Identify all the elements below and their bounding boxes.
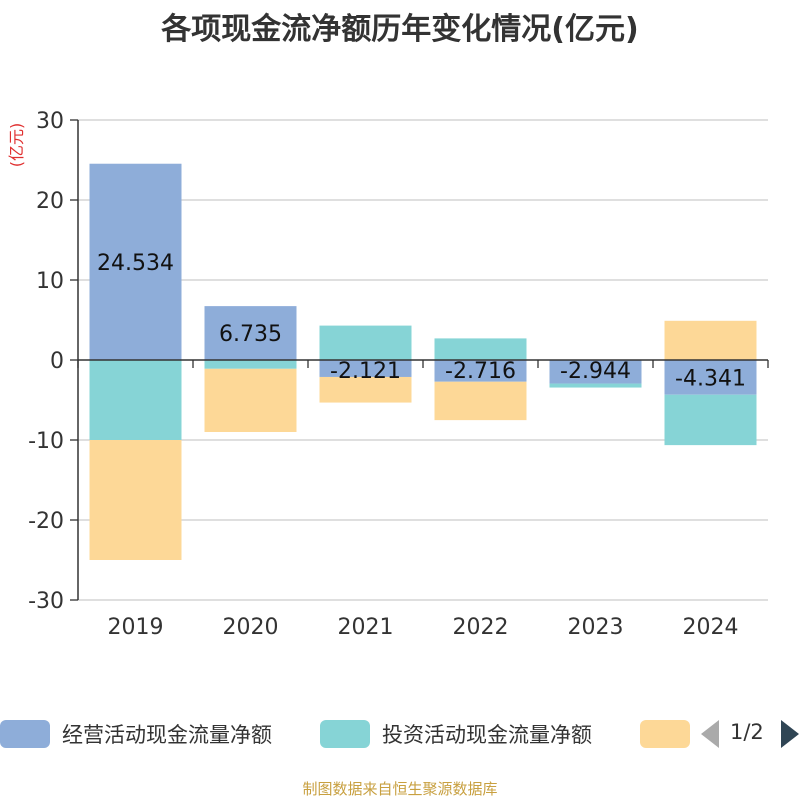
x-tick-label: 2024: [683, 615, 739, 640]
bar-operating-2022: [434, 360, 527, 382]
bar-investing-2022: [434, 338, 527, 360]
data-source-note: 制图数据来自恒生聚源数据库: [302, 780, 498, 798]
data-label: -2.716: [445, 359, 516, 384]
legend-label-operating: 经营活动现金流量净额: [62, 723, 272, 747]
x-tick-label: 2020: [223, 615, 279, 640]
x-tick-label: 2022: [453, 615, 509, 640]
bar-operating-2023: [549, 360, 642, 384]
legend-item-investing[interactable]: 投资活动现金流量净额: [320, 716, 592, 752]
legend-next-page-icon[interactable]: [781, 720, 799, 748]
data-label: -2.944: [560, 359, 631, 384]
bar-financing-2024: [664, 320, 757, 360]
bar-financing-2022: [434, 381, 527, 421]
bar-operating-2024: [664, 360, 757, 395]
y-tick-label: 20: [36, 189, 64, 214]
x-tick-label: 2023: [568, 615, 624, 640]
bar-operating-2021: [319, 360, 412, 377]
bar-investing-2024: [664, 394, 757, 446]
legend-prev-page-icon[interactable]: [701, 720, 719, 748]
x-tick-label: 2019: [108, 615, 164, 640]
legend-label-investing: 投资活动现金流量净额: [382, 723, 592, 747]
legend-swatch-financing: [640, 720, 690, 748]
legend: 经营活动现金流量净额 投资活动现金流量净额 1/2: [0, 716, 800, 752]
y-tick-label: 10: [36, 269, 64, 294]
y-tick-label: 0: [50, 349, 64, 374]
y-tick-label: -30: [28, 589, 64, 614]
bar-investing-2020: [204, 360, 297, 369]
x-tick-label: 2021: [338, 615, 394, 640]
data-label: -4.341: [675, 366, 746, 391]
bar-investing-2021: [319, 325, 412, 360]
legend-item-operating[interactable]: 经营活动现金流量净额: [0, 716, 272, 752]
bar-financing-2021: [319, 376, 412, 403]
bar-investing-2023: [549, 383, 642, 388]
bar-investing-2019: [89, 360, 182, 440]
y-tick-label: 30: [36, 109, 64, 134]
data-label: -2.121: [330, 359, 401, 384]
y-axis-unit-label: (亿元): [7, 123, 26, 168]
y-tick-label: -20: [28, 509, 64, 534]
bar-financing-2019: [89, 440, 182, 560]
y-tick-label: -10: [28, 429, 64, 454]
chart-plot: 30 20 10 0 -10 -20 -30 (亿元) 2019 2020 2021 2022 2023…: [7, 109, 769, 640]
data-label: 6.735: [219, 322, 282, 347]
legend-swatch-investing: [320, 720, 370, 748]
data-label: 24.534: [97, 251, 174, 276]
bar-financing-2020: [204, 368, 297, 432]
bar-operating-2019: [89, 163, 182, 360]
legend-swatch-operating: [0, 720, 50, 748]
legend-item-financing[interactable]: [640, 716, 690, 752]
legend-page-indicator: 1/2: [730, 720, 764, 744]
bar-operating-2020: [204, 306, 297, 360]
chart-title: 各项现金流净额历年变化情况(亿元): [161, 12, 639, 47]
